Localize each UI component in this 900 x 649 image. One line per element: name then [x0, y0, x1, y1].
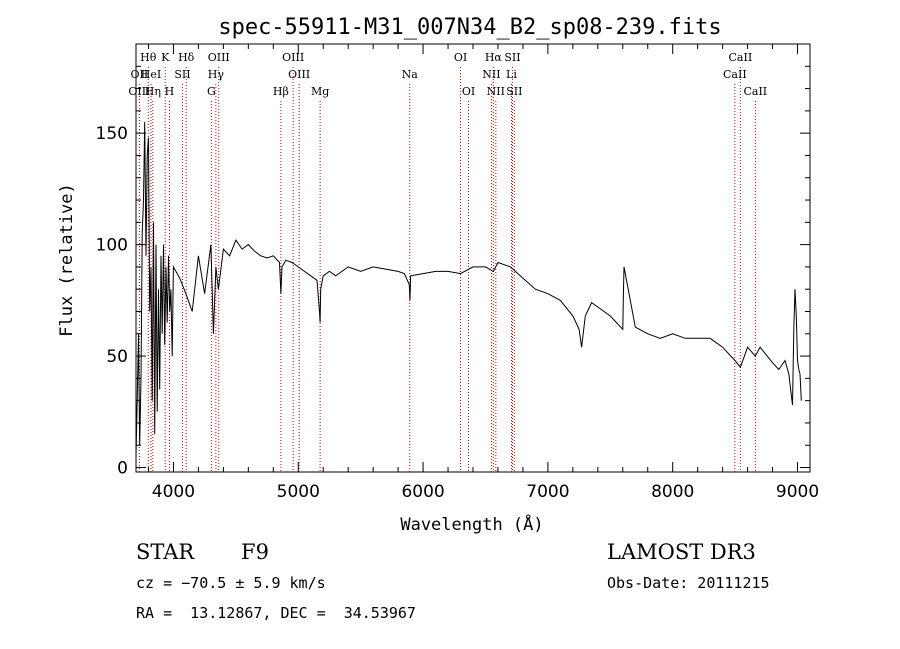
emission-line-label: CaII [729, 51, 753, 64]
emission-line-label: Na [402, 68, 419, 81]
y-tick-label: 50 [106, 347, 128, 367]
x-tick-label: 5000 [277, 482, 320, 502]
y-axis-label: Flux (relative) [57, 183, 77, 337]
x-axis-label: Wavelength (Å) [400, 513, 543, 535]
x-tick-label: 9000 [776, 482, 819, 502]
emission-line-label: Hθ [140, 51, 157, 64]
emission-line-label: G [207, 85, 216, 98]
emission-line-label: SII [174, 68, 190, 81]
emission-line-label: HeI [141, 68, 161, 81]
emission-line-label: Hδ [178, 51, 195, 64]
emission-line-markers [138, 67, 756, 472]
emission-line-label: OIII [288, 68, 310, 81]
emission-line-label: OII [131, 68, 149, 81]
y-tick-label: 100 [96, 236, 128, 256]
x-tick-label: 7000 [526, 482, 569, 502]
x-tick-label: 8000 [651, 482, 694, 502]
emission-line-label: Hη [145, 85, 161, 98]
emission-line-label: Hγ [208, 68, 225, 81]
emission-line-label: NII [487, 85, 505, 98]
emission-line-label: Li [506, 68, 517, 81]
y-axis-ticks: 0 50 100 150 [96, 65, 810, 479]
redshift-velocity: cz = −70.5 ± 5.9 km/s [136, 574, 326, 592]
emission-line-label: SII [506, 85, 522, 98]
object-subclass: F9 [241, 540, 269, 564]
emission-line-label: K [161, 51, 170, 64]
emission-line-label: SII [504, 51, 520, 64]
spectrum-line [135, 121, 802, 457]
emission-line-label: OIII [282, 51, 304, 64]
emission-line-label: CaII [723, 68, 747, 81]
emission-line-label: OI [454, 51, 467, 64]
emission-line-label: H [165, 85, 175, 98]
chart-title: spec-55911-M31_007N34_B2_sp08-239.fits [218, 15, 721, 40]
x-axis-ticks: 4000 5000 6000 7000 8000 9000 [147, 44, 819, 502]
object-class: STAR [136, 540, 195, 564]
y-tick-label: 0 [117, 459, 128, 479]
emission-line-label: CaII [743, 85, 767, 98]
observation-date: Obs-Date: 20111215 [607, 574, 770, 592]
y-tick-label: 150 [96, 124, 128, 144]
plot-frame [135, 43, 811, 473]
x-tick-label: 4000 [152, 482, 195, 502]
coordinates: RA = 13.12867, DEC = 34.53967 [136, 604, 416, 622]
emission-line-label: OIII [128, 85, 150, 98]
survey-name: LAMOST DR3 [607, 540, 756, 564]
emission-line-label: NII [482, 68, 500, 81]
emission-line-label: Hα [485, 51, 503, 64]
emission-line-label: Mg [311, 85, 329, 98]
emission-line-label: OIII [208, 51, 230, 64]
x-tick-label: 6000 [401, 482, 444, 502]
emission-line-label: OI [462, 85, 475, 98]
emission-line-label: Hβ [273, 85, 289, 98]
